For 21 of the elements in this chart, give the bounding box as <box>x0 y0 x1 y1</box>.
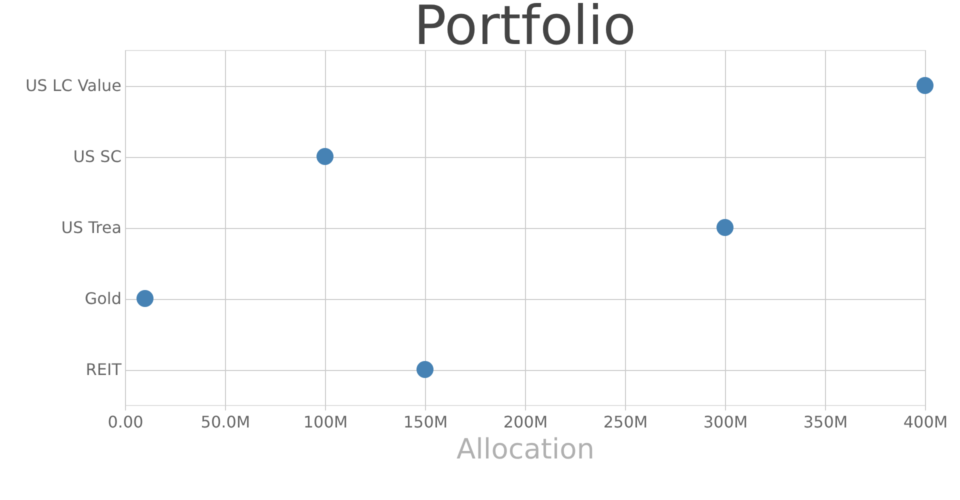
y-tick-label: Gold <box>84 289 122 308</box>
y-tick-label: REIT <box>86 360 122 379</box>
x-tick-label: 300M <box>703 412 748 432</box>
chart-title: Portfolio <box>414 0 636 57</box>
point <box>316 148 334 165</box>
point <box>416 361 434 378</box>
point <box>916 77 934 94</box>
x-tick-label: 50.0M <box>200 412 250 432</box>
x-tick-label: 250M <box>603 412 648 432</box>
point <box>716 219 734 236</box>
x-tick-label: 200M <box>503 412 548 432</box>
y-tick-label: US Trea <box>61 218 122 237</box>
x-tick-label: 350M <box>803 412 848 432</box>
x-axis-title: Allocation <box>456 432 595 466</box>
y-tick-label: US SC <box>73 147 122 166</box>
x-tick-label: 0.00 <box>108 412 144 432</box>
x-tick-label: 150M <box>403 412 448 432</box>
point <box>136 290 154 307</box>
x-tick-label: 100M <box>303 412 348 432</box>
y-tick-label: US LC Value <box>25 76 122 95</box>
x-tick-label: 400M <box>903 412 948 432</box>
